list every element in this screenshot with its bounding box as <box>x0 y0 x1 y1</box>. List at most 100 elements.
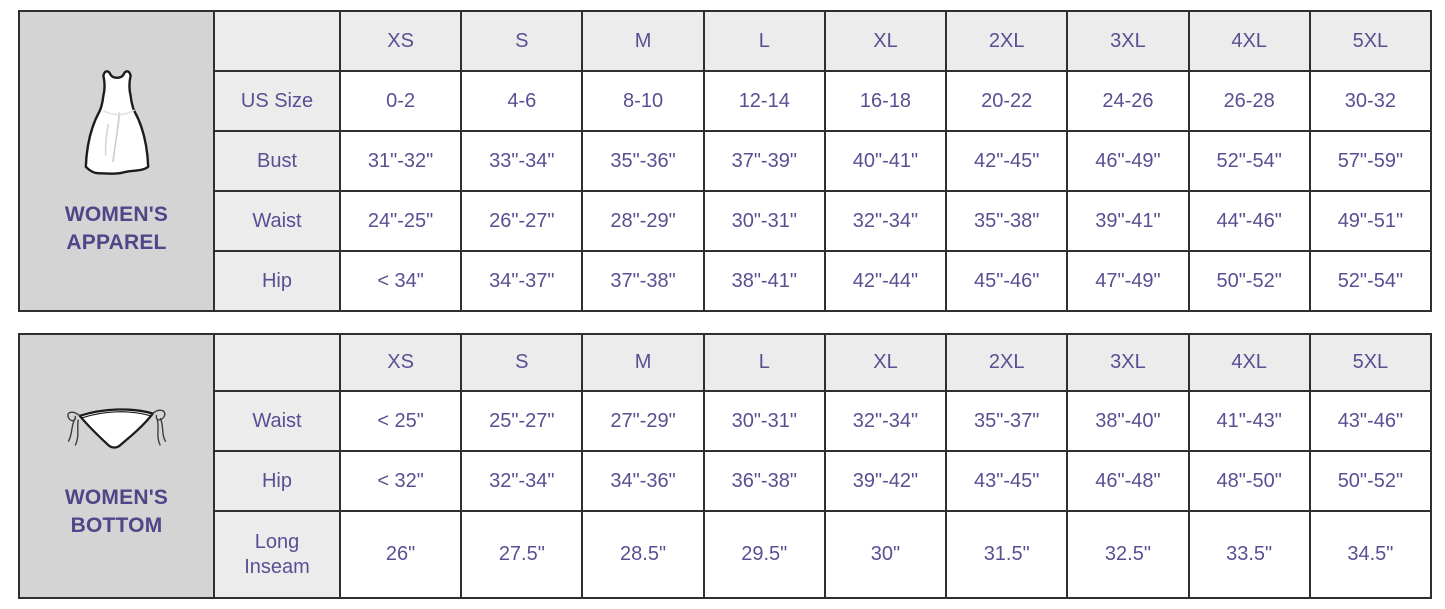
measurement-cell: 39"-42" <box>823 450 948 512</box>
measurement-cell: 38"-41" <box>702 250 826 312</box>
row-label: Waist <box>213 390 341 452</box>
measurement-cell: 12-14 <box>702 70 826 132</box>
measurement-cell: 31"-32" <box>338 130 463 192</box>
table-row: Long Inseam 26" 27.5" 28.5" 29.5" 30" 31.5" 32.… <box>19 510 1433 599</box>
measurement-cell: < 25" <box>338 390 463 452</box>
measurement-cell: 32"-34" <box>823 390 948 452</box>
size-column-header: XS <box>338 333 463 392</box>
measurement-cell: 30"-31" <box>702 190 826 252</box>
measurement-cell: 52"-54" <box>1308 250 1433 312</box>
category-label-line: BOTTOM <box>70 513 163 537</box>
measurement-cell: 25"-27" <box>460 390 584 452</box>
measurement-cell: 30" <box>823 510 948 599</box>
table-row: Waist 24"-25" 26"-27" 28"-29" 30"-31" 32"-34"… <box>19 190 1433 252</box>
measurement-cell: 24-26 <box>1066 70 1190 132</box>
category-panel-content: WOMEN'S APPAREL <box>21 66 212 257</box>
measurement-cell: 43"-46" <box>1308 390 1433 452</box>
category-label-line: APPAREL <box>66 230 167 254</box>
bikini-bottom-icon <box>51 393 183 469</box>
measurement-cell: 27"-29" <box>581 390 705 452</box>
table-row: US Size 0-2 4-6 8-10 12-14 16-18 20-22 24-26 26-… <box>19 70 1433 132</box>
corner-cell <box>213 10 341 72</box>
row-label: Long Inseam <box>213 510 341 599</box>
measurement-cell: 48"-50" <box>1187 450 1311 512</box>
measurement-cell: 47"-49" <box>1066 250 1190 312</box>
measurement-cell: 32"-34" <box>460 450 584 512</box>
measurement-cell: 28"-29" <box>581 190 705 252</box>
measurement-cell: 44"-46" <box>1187 190 1311 252</box>
size-column-header: 2XL <box>945 333 1069 392</box>
measurement-cell: 32"-34" <box>823 190 948 252</box>
measurement-cell: 50"-52" <box>1187 250 1311 312</box>
measurement-cell: 42"-44" <box>823 250 948 312</box>
measurement-cell: 50"-52" <box>1308 450 1433 512</box>
measurement-cell: 0-2 <box>338 70 463 132</box>
measurement-cell: 24"-25" <box>338 190 463 252</box>
measurement-cell: 49"-51" <box>1308 190 1433 252</box>
row-label: Hip <box>213 250 341 312</box>
size-column-header: L <box>702 10 826 72</box>
row-label: Hip <box>213 450 341 512</box>
size-column-header: L <box>702 333 826 392</box>
row-label: Bust <box>213 130 341 192</box>
size-column-header: S <box>460 10 584 72</box>
size-column-header: 4XL <box>1187 10 1311 72</box>
measurement-cell: 35"-37" <box>945 390 1069 452</box>
category-label: WOMEN'S BOTTOM <box>65 484 168 540</box>
size-column-header: 3XL <box>1066 10 1190 72</box>
table-row: Hip < 32" 32"-34" 34"-36" 36"-38" 39"-42" 43"-… <box>19 450 1433 512</box>
measurement-cell: 45"-46" <box>945 250 1069 312</box>
measurement-cell: 57"-59" <box>1308 130 1433 192</box>
size-column-header: XL <box>823 333 948 392</box>
measurement-cell: 26"-27" <box>460 190 584 252</box>
category-label-line: WOMEN'S <box>64 485 169 509</box>
measurement-cell: 29.5" <box>702 510 826 599</box>
measurement-cell: 26" <box>338 510 463 599</box>
category-panel-content: WOMEN'S BOTTOM <box>21 393 212 540</box>
size-column-header: XS <box>338 10 463 72</box>
table-row: Hip < 34" 34"-37" 37"-38" 38"-41" 42"-44" 45"-… <box>19 250 1433 312</box>
measurement-cell: 35"-36" <box>581 130 705 192</box>
size-column-header: 2XL <box>945 10 1069 72</box>
measurement-cell: 8-10 <box>581 70 705 132</box>
size-column-header: 5XL <box>1308 333 1433 392</box>
row-label: Waist <box>213 190 341 252</box>
measurement-cell: 26-28 <box>1187 70 1311 132</box>
category-label: WOMEN'S APPAREL <box>65 201 168 257</box>
row-label: US Size <box>213 70 341 132</box>
dress-icon <box>71 66 163 186</box>
table-row: Waist < 25" 25"-27" 27"-29" 30"-31" 32"-34" 35… <box>19 390 1433 452</box>
category-label-line: WOMEN'S <box>64 202 169 226</box>
size-column-header: M <box>581 10 705 72</box>
measurement-cell: 32.5" <box>1066 510 1190 599</box>
measurement-cell: 52"-54" <box>1187 130 1311 192</box>
measurement-cell: 4-6 <box>460 70 584 132</box>
corner-cell <box>213 333 341 392</box>
size-column-header: 5XL <box>1308 10 1433 72</box>
womens-apparel-size-table: WOMEN'S APPAREL XS S M L XL 2XL 3XL 4XL 5XL US Size… <box>18 10 1433 312</box>
measurement-cell: 27.5" <box>460 510 584 599</box>
size-column-header: XL <box>823 10 948 72</box>
size-column-header: 3XL <box>1066 333 1190 392</box>
measurement-cell: 40"-41" <box>823 130 948 192</box>
measurement-cell: 30-32 <box>1308 70 1433 132</box>
womens-bottom-size-table: WOMEN'S BOTTOM XS S M L XL 2XL 3XL 4XL 5XL Waist < 2… <box>18 333 1433 599</box>
measurement-cell: 34"-36" <box>581 450 705 512</box>
measurement-cell: 46"-49" <box>1066 130 1190 192</box>
measurement-cell: 33.5" <box>1187 510 1311 599</box>
measurement-cell: 16-18 <box>823 70 948 132</box>
measurement-cell: 46"-48" <box>1066 450 1190 512</box>
measurement-cell: 43"-45" <box>945 450 1069 512</box>
measurement-cell: 37"-38" <box>581 250 705 312</box>
measurement-cell: 34.5" <box>1308 510 1433 599</box>
measurement-cell: < 34" <box>338 250 463 312</box>
size-column-header: M <box>581 333 705 392</box>
measurement-cell: 41"-43" <box>1187 390 1311 452</box>
measurement-cell: 35"-38" <box>945 190 1069 252</box>
table-row: Bust 31"-32" 33"-34" 35"-36" 37"-39" 40"-41" 4… <box>19 130 1433 192</box>
category-panel: WOMEN'S BOTTOM <box>18 333 215 599</box>
measurement-cell: 37"-39" <box>702 130 826 192</box>
category-panel: WOMEN'S APPAREL <box>18 10 215 312</box>
measurement-cell: 20-22 <box>945 70 1069 132</box>
